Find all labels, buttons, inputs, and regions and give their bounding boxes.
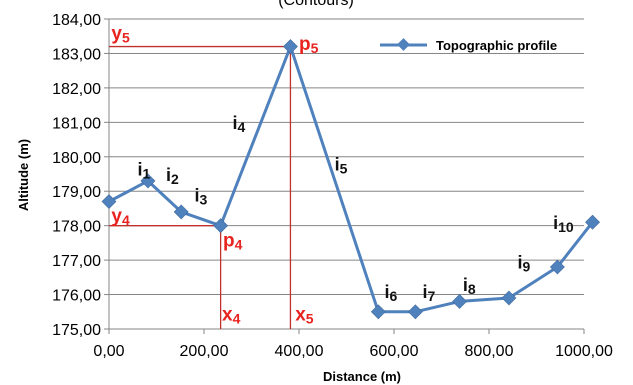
y-tick-label: 178,00 — [52, 219, 101, 236]
legend: Topographic profile — [380, 38, 557, 53]
segment-label-i1: i1 — [138, 160, 151, 182]
y-tick-label: 175,00 — [52, 322, 101, 339]
data-point-marker — [501, 290, 517, 306]
segment-label-i7: i7 — [423, 282, 436, 304]
annotations: i1 i2 i3 i4 i5 i6 i7 i8 i9 i10 p4 p5 y4 y5 x4 x5 — [111, 24, 574, 327]
x-tick-label: 0,00 — [93, 343, 124, 360]
data-point-marker — [452, 294, 467, 309]
tick-labels: 175,00 176,00 177,00 178,00 179,00 180,00 181,… — [52, 12, 613, 360]
data-point-marker — [407, 304, 423, 320]
series-group — [101, 39, 600, 320]
guide-lines — [109, 45, 292, 329]
guide-label-x5: x5 — [295, 304, 314, 326]
legend-marker — [397, 38, 410, 51]
axes — [104, 18, 585, 334]
point-label-p5: p5 — [299, 34, 319, 56]
y-tick-label: 176,00 — [52, 288, 101, 305]
data-point-marker — [585, 214, 600, 230]
data-point-marker — [140, 173, 156, 189]
y-tick-label: 182,00 — [52, 81, 101, 98]
x-tick-label: 800,00 — [465, 343, 514, 360]
x-tick-label: 600,00 — [370, 343, 419, 360]
data-point-marker — [370, 304, 386, 320]
data-point-marker — [101, 194, 117, 209]
segment-label-i6: i6 — [385, 282, 398, 304]
segment-label-i10: i10 — [553, 213, 574, 235]
data-point-marker — [549, 259, 565, 275]
segment-label-i3: i3 — [195, 186, 208, 208]
data-point-marker — [213, 218, 229, 234]
guide-label-y5: y5 — [111, 24, 130, 46]
y-tick-label: 180,00 — [52, 150, 101, 167]
data-point-marker — [173, 204, 189, 220]
legend-label: Topographic profile — [436, 38, 557, 53]
segment-label-i4: i4 — [233, 113, 246, 135]
guide-label-x4: x4 — [222, 304, 241, 326]
segment-label-i9: i9 — [518, 253, 531, 275]
guide-label-y4: y4 — [111, 206, 130, 228]
x-tick-label: 1000,00 — [555, 343, 613, 360]
point-label-p4: p4 — [223, 230, 243, 252]
y-tick-label: 183,00 — [52, 46, 101, 63]
y-tick-label: 181,00 — [52, 115, 101, 132]
x-tick-label: 200,00 — [180, 343, 229, 360]
y-tick-label: 179,00 — [52, 184, 101, 201]
y-tick-label: 184,00 — [52, 12, 101, 29]
x-tick-label: 400,00 — [275, 343, 324, 360]
x-axis-title: Distance (m) — [323, 369, 401, 384]
segment-label-i5: i5 — [335, 155, 348, 177]
y-axis-title: Altitude (m) — [16, 139, 31, 211]
segment-label-i2: i2 — [166, 165, 179, 187]
segment-label-i8: i8 — [463, 275, 476, 297]
top-clipped-title: (Contours) — [278, 0, 354, 9]
data-point-marker — [283, 39, 298, 54]
y-tick-label: 177,00 — [52, 253, 101, 270]
